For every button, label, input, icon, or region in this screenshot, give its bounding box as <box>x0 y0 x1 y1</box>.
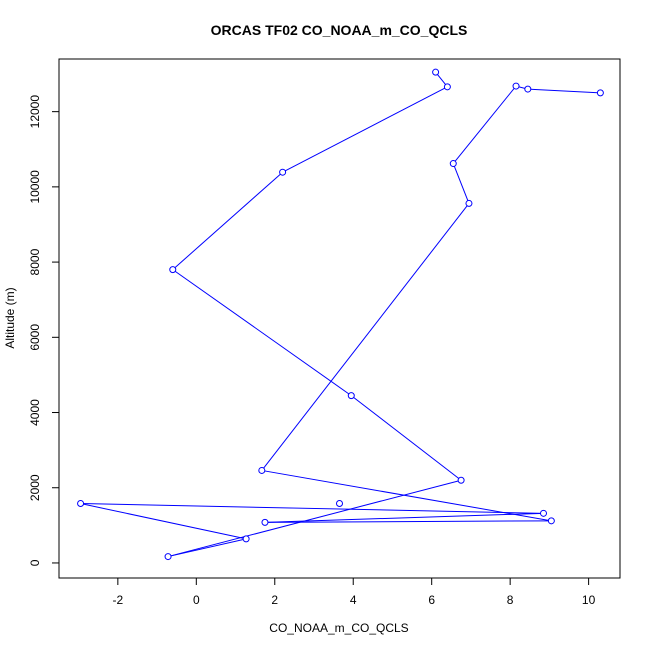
data-point <box>547 517 555 525</box>
data-point <box>432 68 440 76</box>
y-tick-label: 12000 <box>28 95 42 129</box>
series-line-segment <box>264 512 544 523</box>
x-tick-label: 0 <box>193 593 200 607</box>
x-tick-label: 4 <box>350 593 357 607</box>
series-line-segment <box>350 395 462 481</box>
plot-frame <box>58 58 621 579</box>
y-tick-label: 2000 <box>28 474 42 501</box>
x-axis: -2 0 2 4 6 8 10 <box>113 578 596 607</box>
y-tick-label: 8000 <box>28 248 42 275</box>
series-line-segment <box>261 203 470 471</box>
series-line-segment <box>167 479 462 558</box>
data-point <box>524 85 532 93</box>
data-point <box>169 266 177 274</box>
series-line-segment <box>80 503 544 514</box>
series-line-segment <box>527 88 601 94</box>
data-point <box>77 500 85 508</box>
data-point <box>449 160 457 168</box>
y-tick-label: 4000 <box>28 399 42 426</box>
chart-title: ORCAS TF02 CO_NOAA_m_CO_QCLS <box>211 22 468 38</box>
y-tick-label: 10000 <box>28 170 42 204</box>
series-line-segment <box>80 503 247 540</box>
data-point <box>596 89 604 97</box>
data-point <box>457 476 465 484</box>
data-point <box>540 509 547 517</box>
x-tick-label: 6 <box>428 593 435 607</box>
x-tick-label: -2 <box>113 593 124 607</box>
y-tick-label: 0 <box>28 559 42 566</box>
data-point <box>512 82 520 90</box>
series-line-segment <box>172 171 283 270</box>
data-point <box>465 199 473 207</box>
data-point <box>279 168 287 176</box>
data-point <box>261 518 269 526</box>
series-line-segment <box>452 163 470 204</box>
series-line-segment <box>282 86 448 173</box>
series-line-segment <box>264 520 552 523</box>
series-layer <box>77 68 604 561</box>
data-point <box>258 466 266 474</box>
y-axis-label: Altitude (m) <box>3 287 17 348</box>
x-tick-label: 8 <box>507 593 514 607</box>
data-point <box>164 553 172 561</box>
series-line-segment <box>172 269 352 397</box>
data-point <box>242 535 250 543</box>
y-axis: 0 2000 4000 6000 8000 10000 12000 <box>28 95 59 566</box>
x-tick-label: 2 <box>271 593 278 607</box>
data-point <box>336 500 343 508</box>
series-line-segment <box>452 85 517 164</box>
data-point <box>347 392 355 400</box>
x-tick-label: 10 <box>582 593 596 607</box>
series-line-segment <box>261 469 552 522</box>
x-axis-label: CO_NOAA_m_CO_QCLS <box>269 621 408 635</box>
data-point <box>443 83 451 91</box>
y-tick-label: 6000 <box>28 324 42 351</box>
